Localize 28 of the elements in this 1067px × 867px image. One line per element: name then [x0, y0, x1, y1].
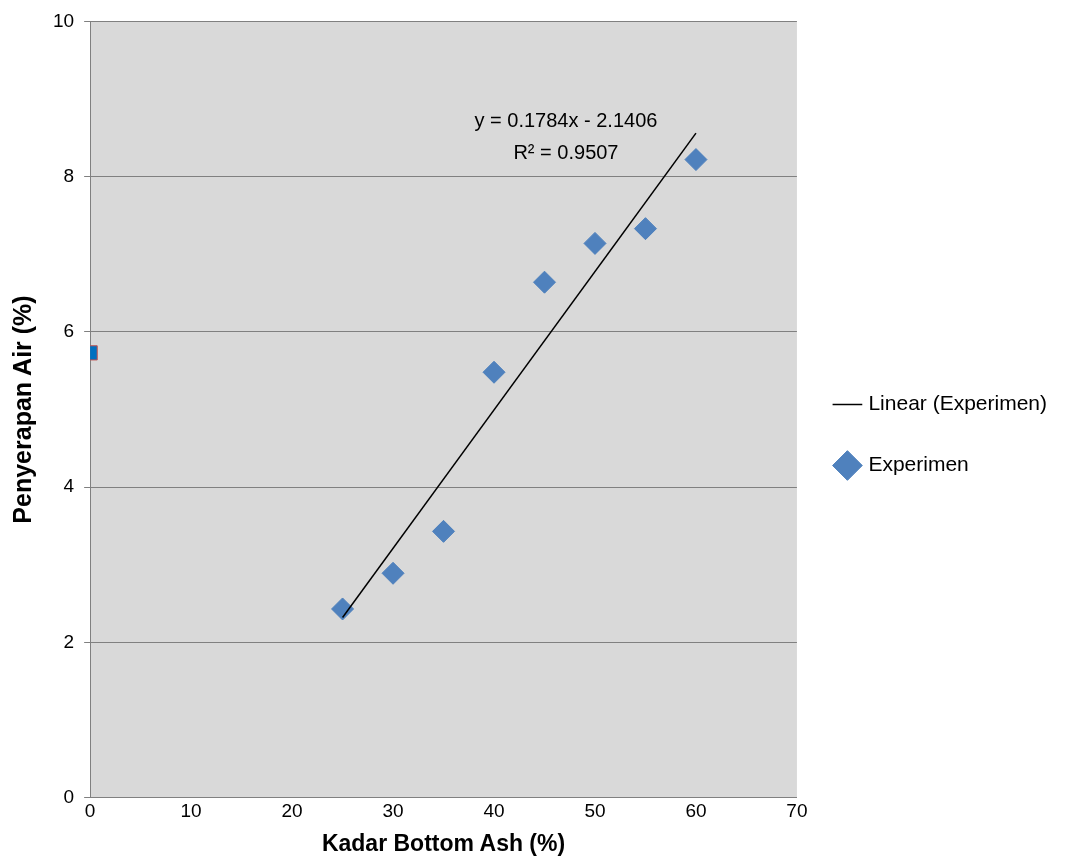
x-tick-label: 20 — [281, 800, 303, 822]
point — [482, 360, 506, 384]
y-tick-label: 8 — [63, 164, 75, 186]
y-tick-label: 0 — [63, 785, 75, 807]
annotation: y = 0.1784x - 2.1406 — [474, 108, 658, 131]
x-axis-title: Kadar Bottom Ash (%) — [321, 829, 566, 856]
point — [432, 519, 456, 543]
x-tick-label: 0 — [84, 800, 96, 822]
y-tick-label: 4 — [63, 475, 75, 497]
x-tick-label: 50 — [584, 800, 606, 822]
x-tick-label: 40 — [483, 800, 505, 822]
annotation: R² = 0.9507 — [513, 140, 619, 163]
legend-label: Experimen — [868, 452, 969, 476]
point — [381, 561, 405, 585]
x-tick-label: 30 — [382, 800, 404, 822]
point — [684, 148, 708, 172]
point — [583, 231, 607, 255]
y-tick-label: 6 — [63, 320, 75, 342]
x-tick-label: 10 — [180, 800, 202, 822]
x-tick-label: 60 — [685, 800, 707, 822]
legend-label: Linear (Experimen) — [868, 391, 1048, 415]
point — [533, 270, 556, 294]
y-axis-title: Penyerapan Air (%) — [7, 295, 36, 524]
point — [633, 217, 657, 241]
point — [331, 597, 355, 621]
y-tick-label: 10 — [52, 9, 75, 31]
y-tick-label: 2 — [63, 630, 75, 652]
x-tick-label: 70 — [786, 800, 808, 822]
